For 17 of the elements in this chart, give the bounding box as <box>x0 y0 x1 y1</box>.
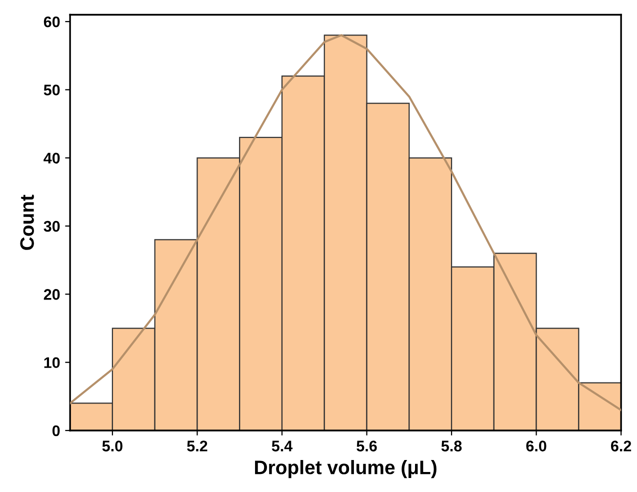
x-tick-label: 5.4 <box>272 440 293 452</box>
y-tick-label: 10 <box>44 357 60 368</box>
y-tick-label: 20 <box>44 289 60 300</box>
x-tick-label: 5.2 <box>187 440 208 452</box>
x-tick-label: 5.0 <box>102 440 122 452</box>
x-tick-label: 5.8 <box>441 440 462 452</box>
x-tick-label: 6.0 <box>526 440 546 452</box>
y-tick-label: 30 <box>44 220 60 232</box>
y-tick-label: 0 <box>52 425 60 436</box>
line-series <box>70 34 622 412</box>
x-axis-title: Droplet volume (μL) <box>255 460 436 478</box>
y-tick-label: 40 <box>44 152 60 164</box>
y-axis-title: Count <box>20 194 34 250</box>
x-tick-label: 6.2 <box>611 440 632 452</box>
x-tick-label: 5.6 <box>356 440 377 452</box>
y-tick-label: 50 <box>44 84 60 96</box>
y-tick-label: 60 <box>44 16 60 28</box>
